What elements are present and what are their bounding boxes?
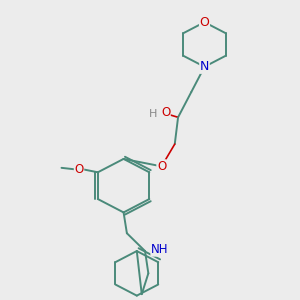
Text: NH: NH — [151, 243, 169, 256]
Text: O: O — [74, 163, 84, 176]
Text: O: O — [161, 106, 170, 119]
Text: N: N — [200, 60, 209, 73]
Text: H: H — [149, 109, 158, 119]
Text: O: O — [157, 160, 166, 173]
Text: O: O — [200, 16, 209, 29]
